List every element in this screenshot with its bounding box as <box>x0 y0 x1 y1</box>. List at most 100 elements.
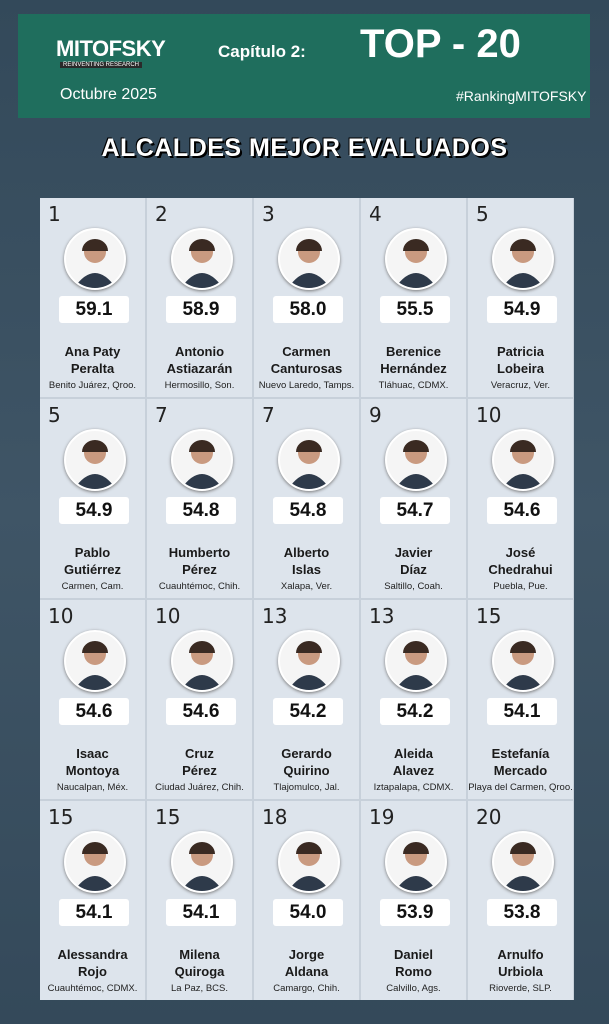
avatar <box>502 239 544 288</box>
photo <box>64 429 126 491</box>
chapter: Capítulo 2: <box>218 42 306 61</box>
photo <box>171 429 233 491</box>
rank: 10 <box>48 604 74 628</box>
score: 54.6 <box>59 698 129 725</box>
name-line: Jorge <box>288 947 325 962</box>
name-line: Estefanía <box>491 746 550 761</box>
rank: 3 <box>262 202 275 226</box>
rank: 5 <box>476 202 489 226</box>
rank: 5 <box>48 403 61 427</box>
candidate-card: 20 53.8 Arnulfo Urbiola Rioverde, SLP. <box>468 801 573 1000</box>
candidate-card: 19 53.9 Daniel Romo Calvillo, Ags. <box>361 801 466 1000</box>
title: ALCALDES MEJOR EVALUADOS <box>101 134 508 162</box>
name-line: Berenice <box>386 344 441 359</box>
avatar <box>395 842 437 891</box>
rank: 10 <box>476 403 502 427</box>
avatar <box>181 440 223 489</box>
candidate-card: 15 54.1 Milena Quiroga La Paz, BCS. <box>147 801 252 1000</box>
candidate-card: 15 54.1 Estefanía Mercado Playa del Carmen, … <box>468 600 573 799</box>
name-line: Milena <box>179 947 220 962</box>
score: 54.1 <box>487 698 557 725</box>
score: 54.9 <box>59 497 129 524</box>
name-line: Patricia <box>497 344 544 359</box>
candidate-card: 3 58.0 Carmen Canturosas Nuevo Laredo, Tamps… <box>254 198 359 397</box>
place: Iztapalapa, CDMX. <box>373 782 454 793</box>
candidate-card: 13 54.2 Aleida Alavez Iztapalapa, CDMX. <box>361 600 466 799</box>
place: Ciudad Juárez, Chih. <box>155 782 244 793</box>
photo <box>278 429 340 491</box>
rank: 4 <box>369 202 382 226</box>
place: Playa del Carmen, Qroo. <box>468 782 573 793</box>
place: Benito Juárez, Qroo. <box>48 380 137 391</box>
name-line: Alessandra <box>57 947 128 962</box>
rank: 7 <box>155 403 168 427</box>
place: Veracruz, Ver. <box>490 380 551 391</box>
name-line: Isaac <box>76 746 109 761</box>
name-line: Carmen <box>282 344 331 359</box>
avatar <box>395 440 437 489</box>
rank: 15 <box>48 805 74 829</box>
place: Camargo, Chih. <box>273 983 340 994</box>
photo <box>385 630 447 692</box>
score: 54.9 <box>487 296 557 323</box>
score: 54.7 <box>380 497 450 524</box>
score: 53.8 <box>487 899 557 926</box>
score: 54.8 <box>273 497 343 524</box>
name-line: Peralta <box>70 361 115 376</box>
avatar <box>502 440 544 489</box>
name-line: Quiroga <box>174 964 225 979</box>
photo <box>278 630 340 692</box>
name-line: Humberto <box>168 545 231 560</box>
score: 54.8 <box>166 497 236 524</box>
avatar <box>181 641 223 690</box>
avatar <box>502 842 544 891</box>
name-line: Pérez <box>182 562 217 577</box>
score: 54.2 <box>380 698 450 725</box>
candidate-card: 1 59.1 Ana Paty Peralta Benito Juárez, Qroo. <box>40 198 145 397</box>
name-line: Ana Paty <box>64 344 121 359</box>
photo <box>171 831 233 893</box>
avatar <box>288 239 330 288</box>
date: Octubre 2025 <box>60 86 157 103</box>
photo <box>492 228 554 290</box>
name-line: Islas <box>292 562 321 577</box>
name-line: Díaz <box>400 562 427 577</box>
score: 53.9 <box>380 899 450 926</box>
place: Cuauhtémoc, Chih. <box>158 581 241 592</box>
candidate-card: 18 54.0 Jorge Aldana Camargo, Chih. <box>254 801 359 1000</box>
score: 58.9 <box>166 296 236 323</box>
logo-tagline: REINVENTING RESEARCH <box>60 62 143 68</box>
badge: TOP - 20 <box>360 22 521 66</box>
name-line: Montoya <box>65 763 120 778</box>
score: 54.1 <box>59 899 129 926</box>
name-line: Chedrahui <box>488 562 553 577</box>
avatar <box>74 239 116 288</box>
place: Puebla, Pue. <box>493 581 548 592</box>
candidate-card: 2 58.9 Antonio Astiazarán Hermosillo, Son. <box>147 198 252 397</box>
name-line: Pérez <box>182 763 217 778</box>
rank: 7 <box>262 403 275 427</box>
rank: 2 <box>155 202 168 226</box>
avatar <box>288 641 330 690</box>
photo <box>278 228 340 290</box>
name-line: Cruz <box>185 746 214 761</box>
name-line: Javier <box>394 545 433 560</box>
candidate-card: 5 54.9 Pablo Gutiérrez Carmen, Cam. <box>40 399 145 598</box>
candidate-card: 9 54.7 Javier Díaz Saltillo, Coah. <box>361 399 466 598</box>
photo <box>385 228 447 290</box>
candidate-card: 10 54.6 Cruz Pérez Ciudad Juárez, Chih. <box>147 600 252 799</box>
photo <box>171 228 233 290</box>
photo <box>385 831 447 893</box>
candidate-card: 13 54.2 Gerardo Quirino Tlajomulco, Jal. <box>254 600 359 799</box>
candidate-card: 4 55.5 Berenice Hernández Tláhuac, CDMX. <box>361 198 466 397</box>
rank: 20 <box>476 805 502 829</box>
avatar <box>74 842 116 891</box>
score: 59.1 <box>59 296 129 323</box>
candidate-card: 10 54.6 José Chedrahui Puebla, Pue. <box>468 399 573 598</box>
name-line: Alavez <box>392 763 435 778</box>
place: La Paz, BCS. <box>170 983 229 994</box>
score: 54.2 <box>273 698 343 725</box>
name-line: Hernández <box>380 361 447 376</box>
score: 55.5 <box>380 296 450 323</box>
avatar <box>181 239 223 288</box>
